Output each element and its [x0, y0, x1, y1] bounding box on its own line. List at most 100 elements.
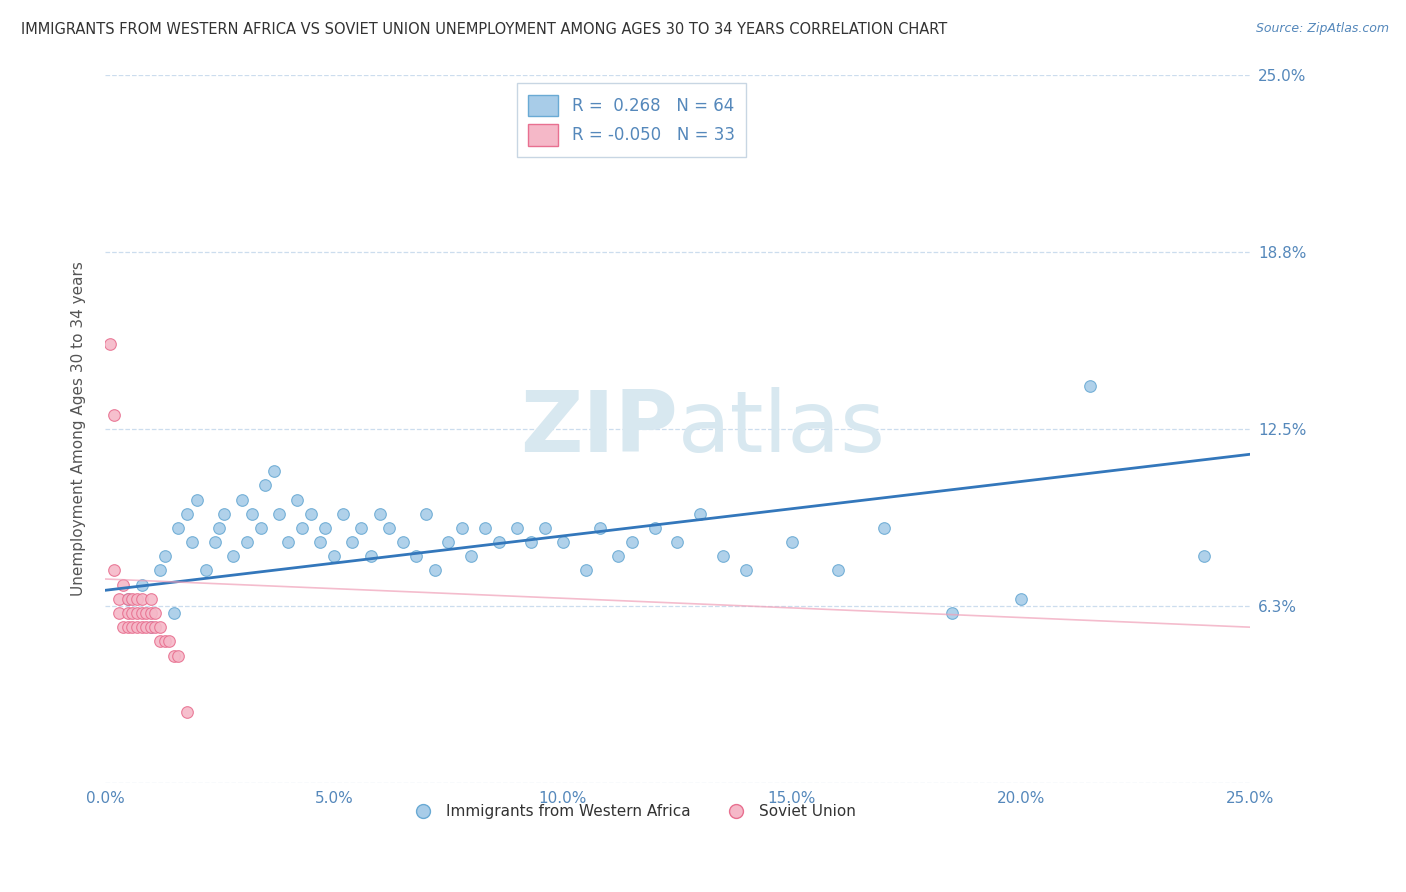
Text: atlas: atlas: [678, 387, 886, 470]
Point: [314, 521, 336, 535]
Point: [145, 620, 167, 634]
Point: [254, 478, 277, 492]
Point: [103, 564, 125, 578]
Point: [131, 577, 153, 591]
Point: [139, 591, 162, 606]
Point: [117, 591, 139, 606]
Point: [112, 577, 135, 591]
Point: [117, 591, 139, 606]
Point: [231, 492, 253, 507]
Point: [606, 549, 628, 564]
Point: [135, 606, 157, 620]
Point: [208, 521, 231, 535]
Point: [332, 507, 354, 521]
Point: [139, 620, 162, 634]
Point: [103, 408, 125, 422]
Point: [149, 564, 172, 578]
Point: [167, 521, 190, 535]
Point: [350, 521, 373, 535]
Point: [342, 535, 364, 549]
Point: [181, 535, 204, 549]
Point: [117, 620, 139, 634]
Point: [360, 549, 382, 564]
Point: [263, 464, 285, 478]
Point: [121, 591, 143, 606]
Point: [167, 648, 190, 663]
Point: [240, 507, 263, 521]
Point: [368, 507, 391, 521]
Point: [153, 634, 176, 648]
Point: [391, 535, 413, 549]
Point: [117, 606, 139, 620]
Point: [827, 564, 849, 578]
Point: [135, 620, 157, 634]
Point: [249, 521, 271, 535]
Point: [176, 705, 198, 719]
Point: [149, 620, 172, 634]
Point: [131, 591, 153, 606]
Point: [551, 535, 574, 549]
Point: [194, 564, 217, 578]
Text: Source: ZipAtlas.com: Source: ZipAtlas.com: [1256, 22, 1389, 36]
Point: [98, 336, 121, 351]
Point: [780, 535, 803, 549]
Point: [474, 521, 496, 535]
Point: [689, 507, 711, 521]
Point: [125, 620, 148, 634]
Point: [139, 606, 162, 620]
Point: [620, 535, 643, 549]
Y-axis label: Unemployment Among Ages 30 to 34 years: Unemployment Among Ages 30 to 34 years: [72, 261, 86, 596]
Point: [277, 535, 299, 549]
Point: [204, 535, 226, 549]
Point: [309, 535, 332, 549]
Point: [139, 620, 162, 634]
Point: [212, 507, 235, 521]
Text: IMMIGRANTS FROM WESTERN AFRICA VS SOVIET UNION UNEMPLOYMENT AMONG AGES 30 TO 34 : IMMIGRANTS FROM WESTERN AFRICA VS SOVIET…: [21, 22, 948, 37]
Point: [157, 634, 180, 648]
Point: [176, 507, 198, 521]
Point: [163, 648, 186, 663]
Point: [236, 535, 259, 549]
Point: [125, 591, 148, 606]
Point: [378, 521, 401, 535]
Point: [125, 606, 148, 620]
Point: [107, 606, 129, 620]
Point: [460, 549, 482, 564]
Point: [405, 549, 427, 564]
Point: [1010, 591, 1032, 606]
Point: [415, 507, 437, 521]
Point: [1078, 379, 1101, 393]
Point: [267, 507, 290, 521]
Point: [121, 620, 143, 634]
Point: [285, 492, 308, 507]
Point: [588, 521, 610, 535]
Point: [186, 492, 208, 507]
Point: [121, 606, 143, 620]
Point: [644, 521, 666, 535]
Point: [131, 620, 153, 634]
Text: ZIP: ZIP: [520, 387, 678, 470]
Point: [941, 606, 963, 620]
Point: [437, 535, 460, 549]
Point: [1192, 549, 1215, 564]
Point: [575, 564, 598, 578]
Point: [735, 564, 758, 578]
Point: [533, 521, 555, 535]
Point: [451, 521, 474, 535]
Point: [666, 535, 689, 549]
Point: [107, 591, 129, 606]
Legend: Immigrants from Western Africa, Soviet Union: Immigrants from Western Africa, Soviet U…: [401, 797, 862, 825]
Point: [506, 521, 529, 535]
Point: [163, 606, 186, 620]
Point: [131, 606, 153, 620]
Point: [149, 634, 172, 648]
Point: [323, 549, 346, 564]
Point: [291, 521, 314, 535]
Point: [299, 507, 322, 521]
Point: [112, 620, 135, 634]
Point: [872, 521, 894, 535]
Point: [153, 549, 176, 564]
Point: [423, 564, 446, 578]
Point: [520, 535, 543, 549]
Point: [488, 535, 510, 549]
